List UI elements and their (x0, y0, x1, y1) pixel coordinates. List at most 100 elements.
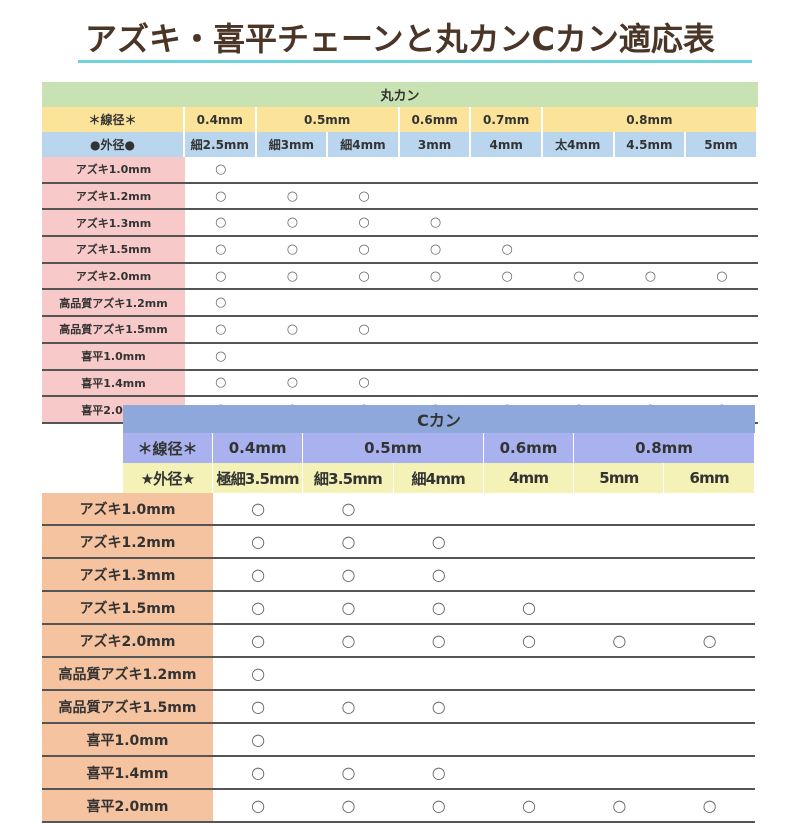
ckan-wire-label: ＊線径＊ (123, 433, 213, 463)
chain-label: 高品質アズキ1.5mm (42, 691, 213, 722)
outer-size-header: 5mm (574, 463, 665, 493)
wire-size-header: 0.5mm (303, 433, 484, 463)
page-title: アズキ・喜平チェーンと丸カンCカン適応表 (85, 20, 715, 58)
empty-cell (574, 691, 664, 722)
compatible-mark: ○ (251, 664, 266, 683)
compatible-mark: ○ (251, 763, 266, 782)
compatible-mark: ○ (341, 532, 356, 551)
empty-cell (400, 290, 472, 315)
compatible-mark: ○ (522, 598, 537, 617)
empty-cell (686, 237, 758, 262)
compatible-mark: ○ (716, 268, 728, 284)
empty-cell (484, 691, 574, 722)
chain-label: 喜平1.4mm (42, 757, 213, 788)
empty-cell (543, 157, 615, 182)
compatible-mark: ○ (702, 796, 717, 815)
compatible-mark: ○ (251, 499, 266, 518)
compatible-mark: ○ (215, 161, 227, 177)
chain-label: 喜平1.4mm (42, 370, 185, 396)
empty-cell (543, 290, 615, 315)
compatible-mark: ○ (215, 268, 227, 284)
marukan-title-row: 丸カン (42, 82, 758, 107)
empty-cell (400, 371, 472, 396)
table-row: 喜平1.0mm ○ (42, 343, 758, 371)
empty-cell (484, 559, 574, 590)
compatible-mark: ○ (286, 241, 299, 257)
outer-size-header: 4mm (471, 132, 543, 157)
compatible-mark: ○ (251, 598, 266, 617)
empty-cell (400, 344, 472, 369)
empty-cell (664, 757, 754, 788)
empty-cell (543, 210, 615, 235)
empty-cell (328, 344, 400, 369)
compatible-mark: ○ (215, 321, 227, 337)
outer-size-header: 4mm (484, 463, 575, 493)
compatible-mark: ○ (215, 215, 227, 231)
empty-cell (664, 592, 754, 623)
empty-cell (686, 290, 758, 315)
compatible-mark: ○ (431, 697, 446, 716)
compatible-mark: ○ (215, 188, 227, 204)
marukan-wire-row: ＊線径＊ 0.4mm 0.5mm 0.6mm 0.7mm 0.8mm (42, 107, 758, 132)
empty-cell (328, 157, 400, 182)
empty-cell (664, 691, 754, 722)
compatible-mark: ○ (522, 796, 537, 815)
empty-cell (257, 344, 329, 369)
compatible-mark: ○ (429, 268, 442, 284)
outer-size-header: 細4mm (328, 132, 400, 157)
table-row: アズキ1.5mm ○ ○ ○ ○ ○ (42, 237, 758, 264)
compatible-mark: ○ (286, 215, 299, 231)
empty-cell (664, 658, 754, 689)
wire-size-header: 0.4mm (185, 107, 257, 132)
table-row: アズキ2.0mm ○ ○ ○ ○ ○ ○ (42, 625, 755, 658)
empty-cell (664, 724, 754, 755)
marukan-title: 丸カン (380, 89, 420, 104)
compatible-mark: ○ (251, 796, 266, 815)
wire-size-header: 0.6mm (400, 107, 472, 132)
compatible-mark: ○ (341, 499, 356, 518)
compatible-mark: ○ (431, 796, 446, 815)
table-row: 高品質アズキ1.5mm ○ ○ ○ (42, 317, 758, 344)
compatible-mark: ○ (341, 631, 356, 650)
table-row: 喜平1.4mm ○ ○ ○ (42, 757, 755, 790)
empty-cell (471, 317, 543, 342)
empty-cell (484, 493, 574, 524)
chain-label: アズキ2.0mm (42, 263, 185, 289)
compatible-mark: ○ (431, 631, 446, 650)
compatible-mark: ○ (358, 268, 370, 284)
empty-cell (303, 658, 393, 689)
empty-cell (328, 290, 400, 315)
table-row: アズキ1.3mm ○ ○ ○ ○ (42, 210, 758, 238)
wire-size-header: 0.5mm (257, 107, 400, 132)
chain-label: 高品質アズキ1.2mm (42, 658, 213, 689)
chain-label: 高品質アズキ1.2mm (42, 290, 185, 316)
outer-size-header: 細2.5mm (185, 132, 257, 157)
chain-label: アズキ1.0mm (42, 493, 213, 524)
chain-label: 高品質アズキ1.5mm (42, 317, 185, 342)
ckan-table: Cカン ＊線径＊ 0.4mm 0.5mm 0.6mm 0.8mm ★外径★ 極細3.5mm 細3… (42, 405, 755, 823)
wire-size-header: 0.7mm (471, 107, 543, 132)
empty-cell (664, 526, 754, 557)
empty-cell (574, 493, 664, 524)
chain-label: アズキ1.2mm (42, 183, 185, 209)
empty-cell (400, 184, 472, 209)
empty-cell (394, 493, 484, 524)
empty-cell (615, 317, 687, 342)
empty-cell (664, 559, 754, 590)
empty-cell (574, 724, 664, 755)
chain-label: アズキ1.3mm (42, 559, 213, 590)
compatible-mark: ○ (431, 763, 446, 782)
empty-cell (471, 157, 543, 182)
table-row: アズキ1.0mm ○ ○ (42, 493, 755, 526)
empty-cell (257, 290, 329, 315)
empty-cell (471, 344, 543, 369)
empty-cell (615, 290, 687, 315)
compatible-mark: ○ (341, 796, 356, 815)
empty-cell (471, 210, 543, 235)
empty-cell (484, 757, 574, 788)
empty-cell (574, 526, 664, 557)
empty-cell (471, 184, 543, 209)
marukan-outer-label: ●外径● (42, 132, 185, 157)
compatible-mark: ○ (251, 697, 266, 716)
ckan-outer-row: ★外径★ 極細3.5mm 細3.5mm 細4mm 4mm 5mm 6mm (123, 463, 755, 493)
